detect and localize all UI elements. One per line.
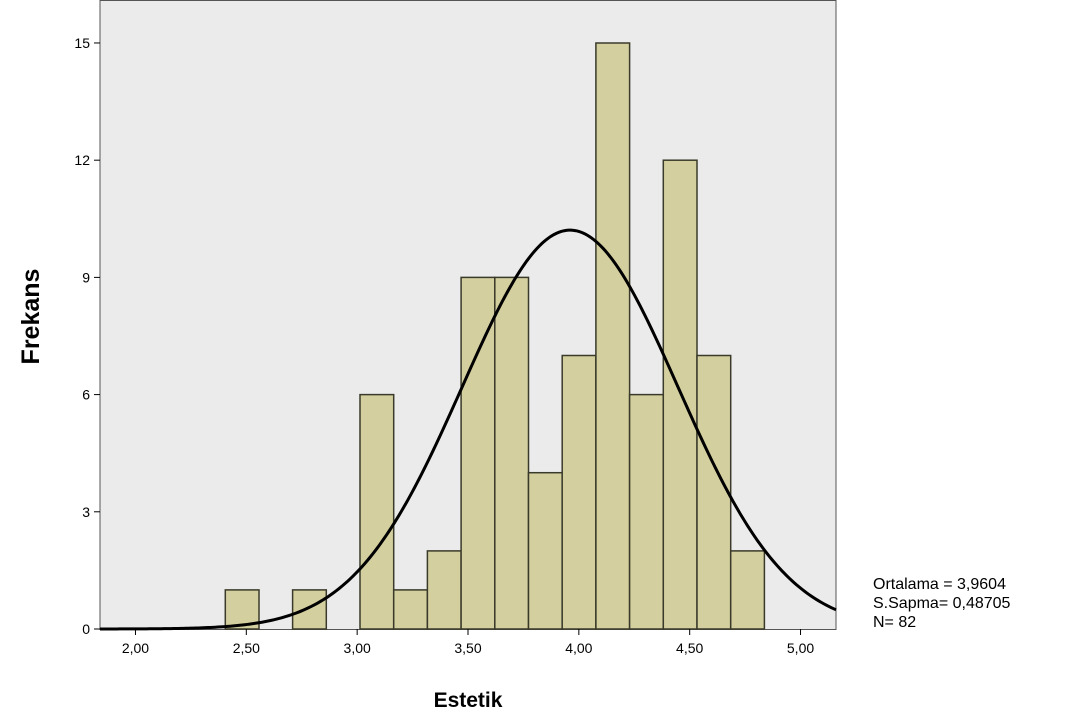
n-label: N= 82	[873, 614, 917, 631]
histogram-bar	[729, 550, 766, 630]
normal-curve	[100, 228, 837, 631]
mean-label: Ortalama = 3,9604	[873, 576, 1006, 593]
y-tick-label: 9	[82, 269, 90, 285]
histogram-bar	[628, 393, 665, 630]
y-tick-label: 3	[82, 504, 90, 520]
summary-statistics: Ortalama = 3,9604 S.Sapma= 0,48705 N= 82	[873, 575, 1010, 632]
x-tick-label: 5,00	[787, 640, 814, 656]
x-tick-label: 2,00	[122, 640, 149, 656]
histogram-bar	[595, 42, 631, 630]
histogram-bar	[224, 589, 260, 630]
histogram-bar	[359, 393, 395, 630]
x-axis: 2,00 2,50 3,00 3,50 4,00 4,50 5,00	[122, 629, 814, 656]
sd-label: S.Sapma= 0,48705	[873, 595, 1011, 612]
x-tick-label: 3,50	[454, 640, 481, 656]
histogram-bar	[696, 354, 732, 630]
histogram-bar	[291, 589, 328, 630]
histogram-bar	[426, 550, 462, 630]
y-axis: 0 3 6 9 12 15	[74, 35, 100, 637]
y-tick-label: 15	[74, 35, 90, 51]
x-tick-label: 2,50	[233, 640, 260, 656]
x-tick-label: 4,50	[676, 640, 703, 656]
x-tick-label: 4,00	[565, 640, 592, 656]
y-tick-label: 0	[82, 621, 90, 637]
histogram-bar	[460, 276, 496, 630]
bars	[224, 42, 766, 630]
y-axis-label: Frekans	[17, 269, 45, 365]
histogram-bar	[527, 471, 563, 630]
histogram-bar	[494, 276, 530, 630]
y-tick-label: 6	[82, 387, 90, 403]
x-axis-label: Estetik	[434, 689, 503, 712]
y-tick-label: 12	[74, 152, 90, 168]
histogram-bar	[561, 354, 597, 630]
histogram-bar	[392, 589, 429, 630]
x-tick-label: 3,00	[344, 640, 371, 656]
